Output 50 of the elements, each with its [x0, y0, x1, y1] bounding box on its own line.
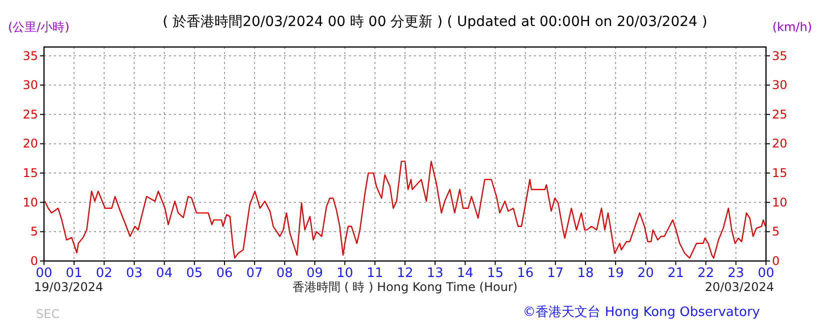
y2-tick-label: 10	[772, 195, 788, 210]
y2-tick-label: 30	[772, 78, 788, 92]
y-tick-label: 0	[30, 254, 38, 268]
x-tick-label: 22	[698, 266, 714, 281]
y-tick-label: 10	[22, 195, 38, 210]
line-series	[44, 160, 766, 259]
x-axis-title: 香港時間 ( 時 ) Hong Kong Time (Hour)	[292, 280, 518, 294]
x-tick-label: 09	[306, 266, 324, 281]
y2-tick-label: 20	[772, 136, 788, 151]
x-tick-label: 16	[517, 266, 534, 281]
chart-title: ( 於香港時間20/03/2024 00 時 00 分更新 ) ( Updated at 00:00H on 20/03/2024 )	[162, 14, 708, 30]
y-tick-label: 30	[22, 78, 38, 92]
x-tick-label: 06	[216, 266, 233, 281]
x-tick-label: 19	[607, 266, 624, 281]
text: 19/03/2024	[34, 280, 104, 294]
x-tick-label: 12	[396, 266, 414, 281]
x-tick-label: 01	[66, 266, 82, 281]
text: 20/03/2024	[704, 280, 774, 294]
x-tick-label: 05	[186, 266, 203, 281]
x-tick-label: 23	[728, 266, 744, 281]
x-tick-label: 21	[667, 266, 684, 281]
y-tick-label: 20	[22, 136, 38, 151]
x-tick-label: 20	[637, 266, 654, 281]
x-tick-label: 04	[156, 266, 173, 281]
text: SEC	[36, 307, 60, 321]
y2-tick-label: 5	[772, 224, 780, 239]
x-tick-label: 15	[486, 266, 504, 281]
x-tick-label: 00	[36, 266, 52, 281]
y2-axis-title: (km/h)	[772, 20, 812, 34]
text: ©香港天文台 Hong Kong Observatory	[522, 305, 760, 320]
y2-tick-label: 35	[772, 48, 788, 63]
x-tick-label: 11	[366, 266, 384, 281]
y2-tick-label: 15	[772, 166, 788, 180]
y-tick-label: 15	[22, 166, 38, 180]
y-tick-label: 25	[22, 107, 38, 122]
x-tick-label: 07	[246, 266, 263, 281]
x-tick-label: 13	[426, 266, 444, 281]
y-axis-title: (公里/小時)	[8, 20, 70, 34]
x-tick-label: 17	[547, 266, 564, 281]
x-tick-label: 18	[577, 266, 594, 281]
x-tick-label: 03	[126, 266, 143, 281]
x-tick-label: 00	[758, 266, 774, 281]
y2-tick-label: 25	[772, 107, 788, 122]
x-tick-label: 10	[336, 266, 354, 281]
y2-tick-label: 0	[772, 254, 780, 268]
x-tick-label: 02	[96, 266, 112, 281]
x-tick-label: 14	[456, 266, 474, 281]
y-tick-label: 5	[30, 224, 38, 239]
x-tick-label: 08	[276, 266, 293, 281]
y-tick-label: 35	[22, 48, 38, 63]
